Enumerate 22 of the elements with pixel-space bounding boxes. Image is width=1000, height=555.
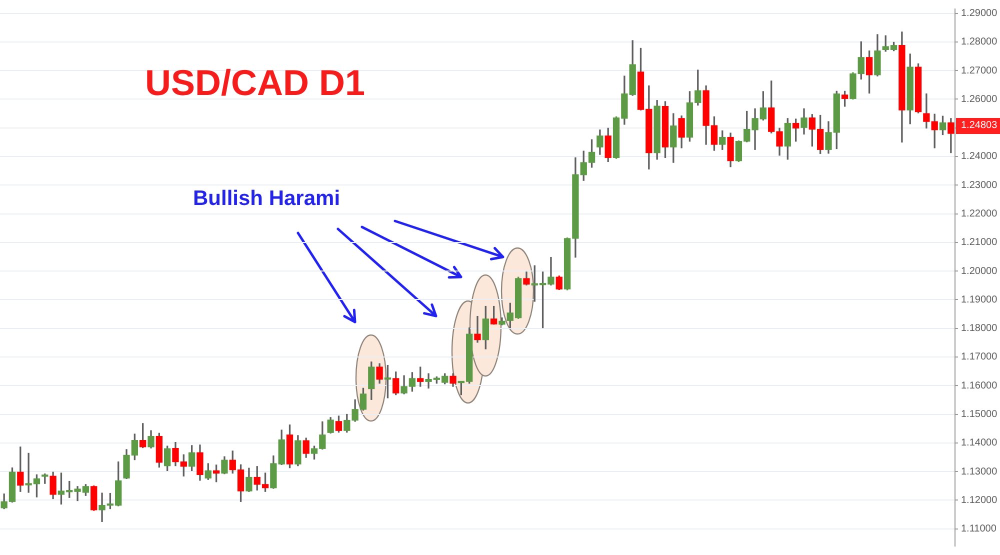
y-tick-label: 1.21000 (961, 237, 998, 248)
annotation: Bullish Harami (193, 187, 340, 210)
y-tick-label: 1.26000 (961, 94, 998, 105)
y-tick-label: 1.12000 (961, 494, 998, 506)
y-tick-label: 1.27000 (961, 65, 998, 76)
y-tick-label: 1.15000 (961, 409, 998, 420)
y-tick-label: 1.14000 (961, 438, 998, 449)
y-tick-label: 1.23000 (961, 180, 998, 191)
text: USD/CAD D1 (145, 62, 366, 103)
y-tick-label: 1.19000 (961, 294, 998, 306)
y-tick-label: 1.22000 (961, 208, 998, 220)
y-tick-label: 1.16000 (961, 380, 998, 392)
y-tick-label: 1.28000 (961, 36, 998, 48)
text: 1.24803 (956, 118, 1000, 134)
candlestick (474, 316, 481, 343)
y-tick-label: 1.13000 (961, 466, 998, 478)
y-tick-label: 1.24000 (961, 151, 998, 162)
y-tick-label: 1.11000 (961, 524, 997, 535)
y-tick-label: 1.29000 (961, 8, 998, 20)
y-tick-label: 1.17000 (961, 352, 998, 363)
y-tick-label: 1.18000 (961, 323, 998, 334)
y-tick-label: 1.20000 (961, 266, 998, 277)
